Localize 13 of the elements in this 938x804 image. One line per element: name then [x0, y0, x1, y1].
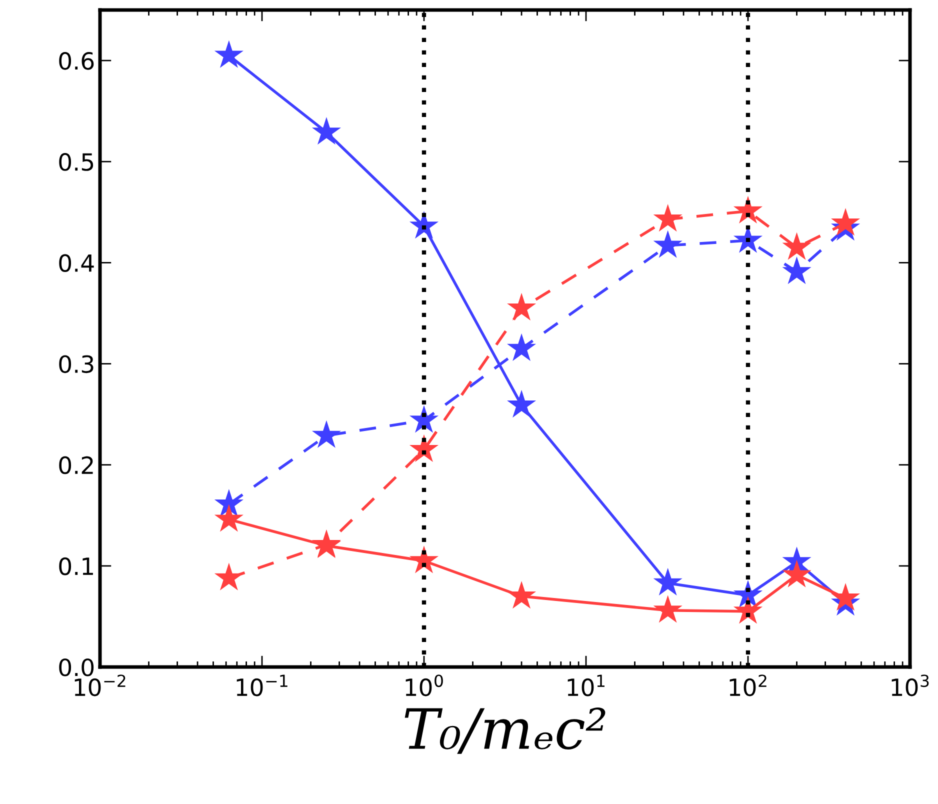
y-tick-label: 0.1 — [59, 557, 93, 576]
x-tick-label: 10$^{1}$ — [568, 674, 604, 696]
x-tick-label: 10$^{3}$ — [892, 674, 929, 696]
x-tick-label: 10$^{0}$ — [406, 674, 443, 696]
y-tick-label: 0.3 — [59, 355, 94, 374]
y-tick-label: 0.2 — [59, 456, 93, 474]
y-tick-label: 0.6 — [59, 52, 94, 70]
x-tick-label: 10$^{2}$ — [730, 674, 766, 696]
x-axis-title: T₀/mₑc² — [404, 708, 606, 754]
y-tick-label: 0.4 — [59, 254, 94, 272]
y-tick-label: 0.0 — [59, 658, 94, 676]
x-tick-label: 10$^{−1}$ — [236, 674, 288, 696]
y-tick-label: 0.5 — [59, 153, 94, 171]
